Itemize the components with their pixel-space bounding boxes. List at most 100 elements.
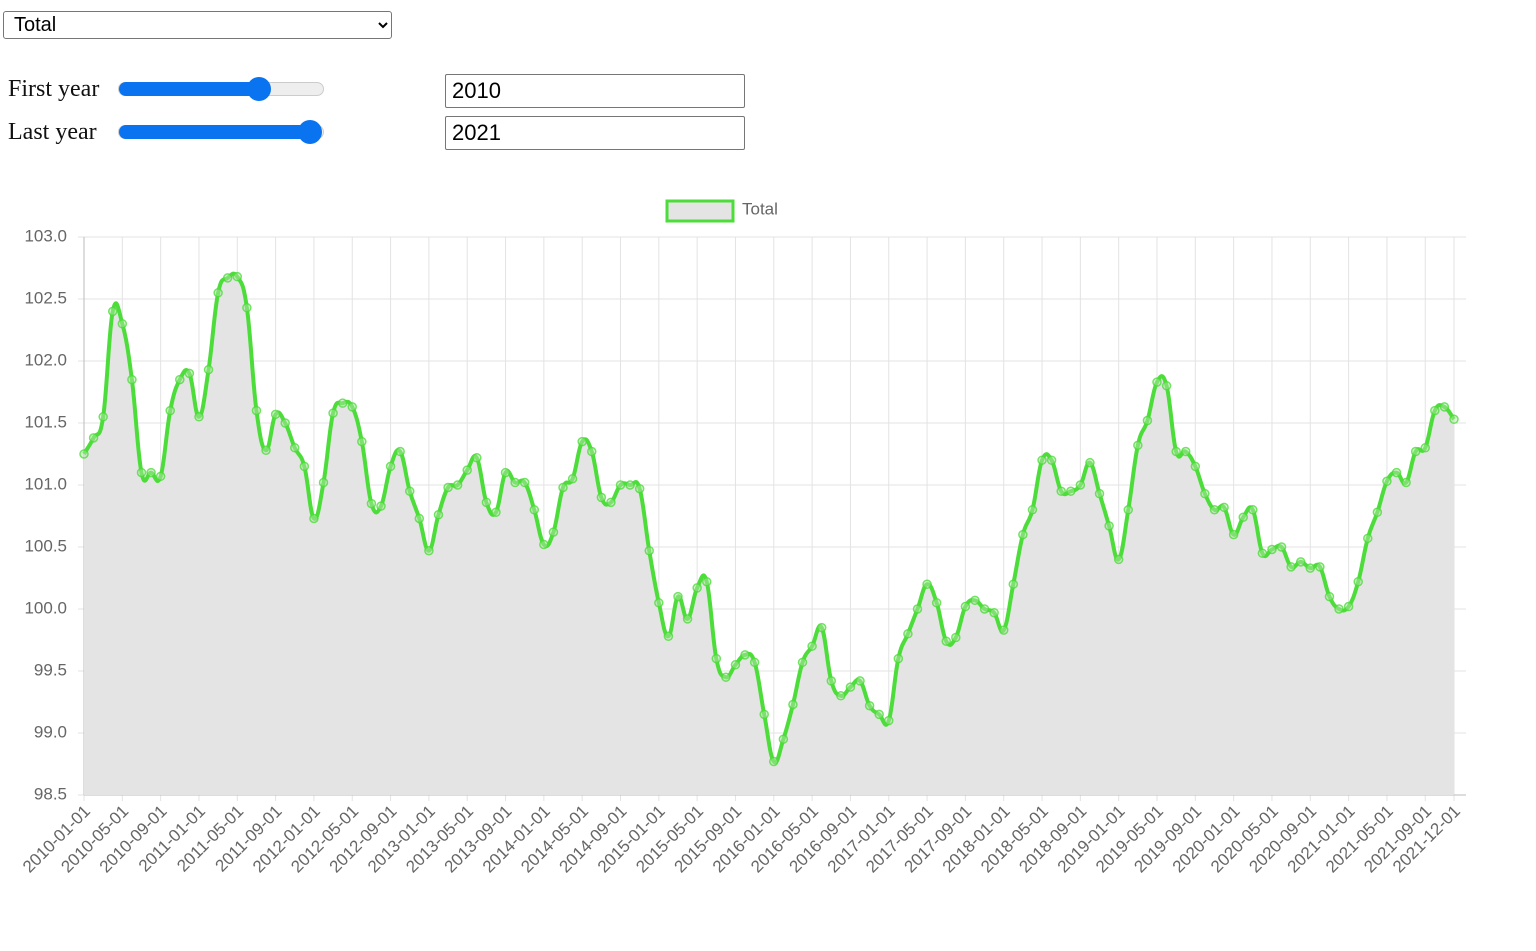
y-tick-label: 102.0 xyxy=(24,350,67,369)
point xyxy=(510,477,520,488)
point xyxy=(539,539,549,550)
point xyxy=(1391,467,1402,478)
point xyxy=(1123,505,1134,515)
point xyxy=(1238,512,1248,522)
first-year-slider[interactable] xyxy=(118,77,324,101)
point xyxy=(222,273,233,283)
y-tick-label: 99.5 xyxy=(34,660,67,679)
chart: 98.5 99.0 99.5 100.0 100.5 101.0 101.5 102.0 102… xyxy=(19,199,1466,876)
point xyxy=(1295,557,1306,567)
point xyxy=(730,660,741,670)
point xyxy=(98,412,108,422)
point xyxy=(740,650,750,660)
point xyxy=(481,497,492,508)
point xyxy=(146,467,156,478)
point xyxy=(788,699,798,710)
point xyxy=(893,653,904,664)
point xyxy=(1305,563,1316,573)
legend-swatch xyxy=(665,199,735,223)
point xyxy=(529,505,540,515)
point xyxy=(558,482,568,493)
point xyxy=(874,709,884,720)
point xyxy=(577,436,587,447)
point xyxy=(749,657,760,668)
point xyxy=(1075,480,1086,490)
point xyxy=(1449,414,1459,425)
point xyxy=(88,433,99,443)
point xyxy=(1286,562,1296,572)
point xyxy=(998,625,1009,635)
point xyxy=(1410,446,1421,457)
point xyxy=(1094,488,1105,499)
point xyxy=(682,614,693,624)
point xyxy=(261,445,271,456)
point xyxy=(759,709,769,720)
point xyxy=(1171,446,1181,457)
point xyxy=(1430,405,1440,416)
point xyxy=(663,631,674,642)
point xyxy=(701,576,712,587)
point xyxy=(1180,446,1191,457)
y-tick-label: 101.5 xyxy=(24,412,67,431)
point xyxy=(845,682,856,692)
point xyxy=(1219,502,1229,513)
point xyxy=(931,598,942,608)
point xyxy=(826,676,837,686)
point xyxy=(395,446,405,457)
point xyxy=(290,443,300,453)
point xyxy=(836,691,846,701)
first-year-input[interactable] xyxy=(445,74,745,108)
point xyxy=(366,498,377,509)
point xyxy=(127,374,137,385)
point xyxy=(711,653,722,664)
point xyxy=(1018,529,1028,540)
point xyxy=(452,480,463,490)
point xyxy=(424,545,434,556)
point xyxy=(1228,529,1239,540)
point xyxy=(644,545,654,556)
point xyxy=(385,461,396,472)
point xyxy=(165,405,175,416)
point xyxy=(1142,415,1153,426)
point xyxy=(864,700,875,711)
point xyxy=(251,405,262,416)
point xyxy=(175,374,185,385)
point xyxy=(654,598,664,608)
point xyxy=(404,486,415,496)
point xyxy=(567,474,578,484)
point xyxy=(1315,562,1325,572)
point xyxy=(347,402,358,412)
y-tick-label: 103.0 xyxy=(24,226,67,245)
point xyxy=(1401,477,1411,488)
point xyxy=(1324,591,1335,602)
point xyxy=(721,672,731,682)
y-tick-label: 98.5 xyxy=(34,784,67,803)
point xyxy=(548,527,559,537)
point xyxy=(673,591,683,602)
point xyxy=(1209,505,1220,515)
point xyxy=(1133,440,1143,451)
point xyxy=(1104,521,1114,531)
series-select[interactable]: Total xyxy=(3,11,392,39)
point xyxy=(117,319,128,329)
point xyxy=(1382,476,1392,487)
point xyxy=(242,302,252,313)
point xyxy=(615,480,626,490)
last-year-slider[interactable] xyxy=(118,120,324,144)
y-tick-label: 99.0 xyxy=(34,722,67,741)
first-year-label: First year xyxy=(8,76,100,102)
point xyxy=(270,409,281,420)
point xyxy=(232,271,243,282)
point xyxy=(328,408,338,418)
point xyxy=(941,636,951,646)
point xyxy=(1085,457,1095,468)
point xyxy=(337,398,348,408)
point xyxy=(1200,488,1210,499)
point xyxy=(989,607,999,618)
point xyxy=(1257,548,1268,558)
point xyxy=(1276,542,1287,552)
point xyxy=(433,510,444,520)
point xyxy=(606,497,616,508)
last-year-input[interactable] xyxy=(445,116,745,150)
